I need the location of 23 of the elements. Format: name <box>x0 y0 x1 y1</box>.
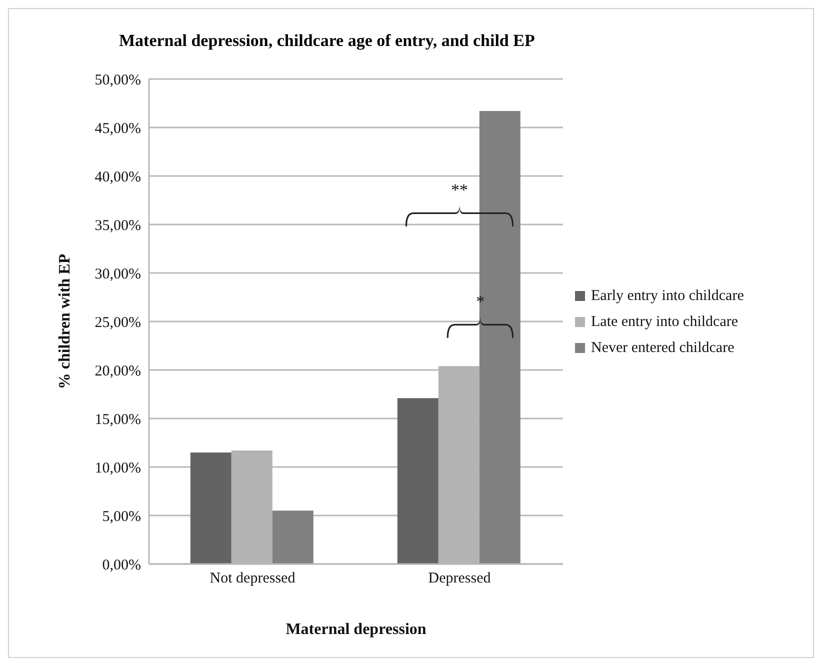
y-tick-label: 50,00% <box>94 72 141 88</box>
x-tick-label: Depressed <box>428 570 492 587</box>
x-tick-label: Not depressed <box>210 570 296 587</box>
bar <box>397 398 438 564</box>
y-tick-label: 15,00% <box>94 412 141 428</box>
bar <box>190 452 232 564</box>
bar <box>272 510 314 564</box>
y-tick-label: 35,00% <box>94 218 141 234</box>
y-tick-label: 30,00% <box>94 266 141 282</box>
y-tick-label: 40,00% <box>94 169 141 186</box>
legend-label: Early entry into childcare <box>591 286 744 306</box>
y-tick-label: 10,00% <box>94 460 141 476</box>
y-axis-title: % children with EP <box>56 254 74 390</box>
legend-label: Late entry into childcare <box>591 312 738 332</box>
y-tick-label: 5,00% <box>102 508 141 525</box>
x-axis-title: Maternal depression <box>286 621 426 638</box>
y-tick-label: 25,00% <box>94 314 141 331</box>
annotation: ** <box>451 180 468 200</box>
legend-label: Never entered childcare <box>591 338 734 358</box>
chart-title: Maternal depression, childcare age of entry, and child EP <box>119 31 535 51</box>
y-tick-label: 0,00% <box>102 557 141 574</box>
y-tick-label: 20,00% <box>94 363 141 380</box>
y-tick-label: 45,00% <box>94 120 141 137</box>
